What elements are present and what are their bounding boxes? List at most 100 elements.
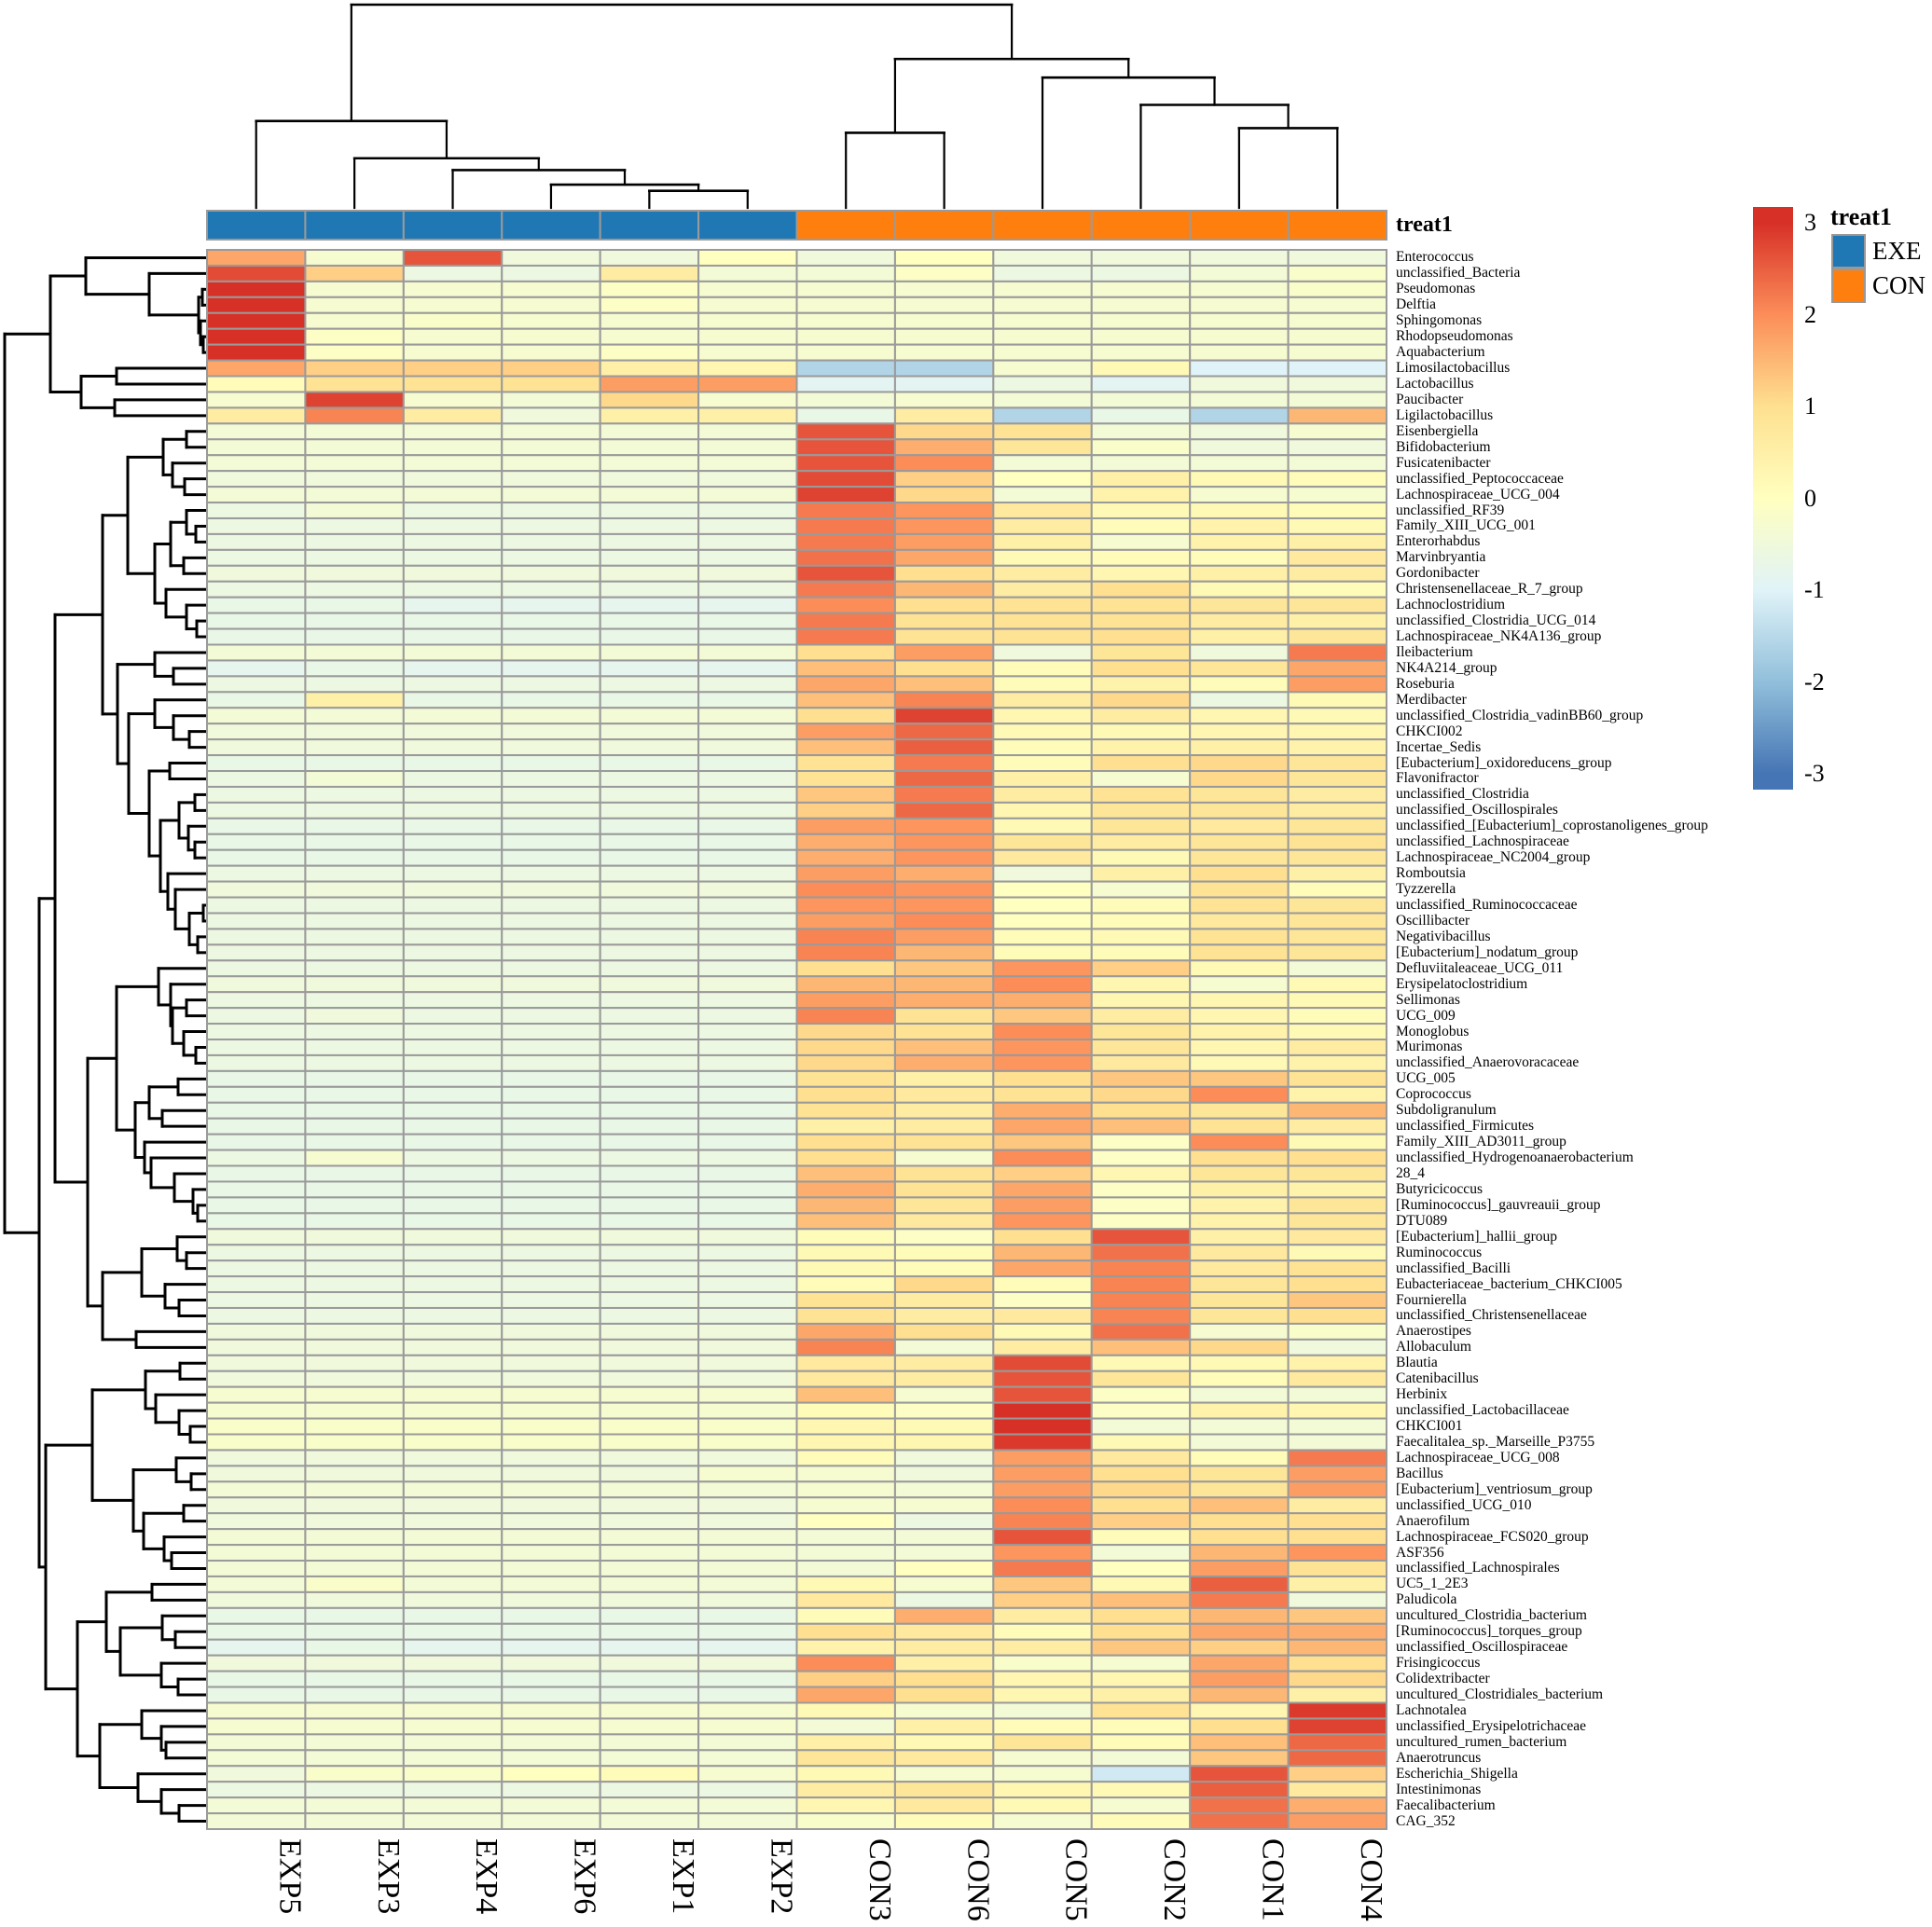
heatmap-cell: [206, 1512, 307, 1531]
heatmap-cell: [599, 1449, 700, 1467]
heatmap-cell: [893, 928, 995, 946]
heatmap-cell: [599, 1765, 700, 1783]
row-label: Faecalitalea_sp._Marseille_P3755: [1396, 1433, 1595, 1450]
heatmap-cell: [1189, 422, 1290, 441]
heatmap-cell: [1189, 864, 1290, 883]
row-label: Family_XIII_AD3011_group: [1396, 1134, 1566, 1150]
heatmap-cell: [206, 1528, 307, 1547]
heatmap-cell: [1090, 516, 1192, 535]
heatmap-cell: [402, 1259, 504, 1278]
row-label: [Eubacterium]_ventriosum_group: [1396, 1480, 1593, 1497]
heatmap-cell: [501, 1560, 601, 1577]
heatmap-cell: [795, 1480, 896, 1499]
row-label: Lachnotalea: [1396, 1701, 1467, 1718]
heatmap-cell: [304, 502, 405, 519]
heatmap-cell: [1090, 1322, 1192, 1341]
heatmap-cell: [992, 1781, 1093, 1799]
heatmap-cell: [795, 959, 896, 978]
heatmap-cell: [1189, 817, 1290, 835]
heatmap-cell: [599, 1512, 700, 1531]
heatmap-cell: [599, 343, 700, 362]
heatmap-cell: [402, 723, 504, 741]
heatmap-cell: [795, 643, 896, 662]
heatmap-cell: [599, 1228, 700, 1246]
heatmap-cell: [206, 1385, 307, 1404]
heatmap-cell: [992, 1039, 1093, 1056]
color-scale-tick-label: 0: [1804, 484, 1816, 512]
heatmap-cell: [599, 817, 700, 835]
heatmap-cell: [697, 1686, 798, 1704]
heatmap-cell: [304, 864, 405, 883]
heatmap-cell: [206, 1039, 307, 1056]
heatmap-cell: [599, 975, 700, 994]
heatmap-cell: [795, 1812, 896, 1831]
row-label: unclassified_Anaerovoracaceae: [1396, 1054, 1580, 1071]
heatmap-cell: [402, 280, 504, 298]
heatmap-cell: [599, 1544, 700, 1562]
column-label: EXP6: [567, 1838, 602, 1915]
heatmap-cell: [893, 1039, 995, 1056]
heatmap-cell: [501, 422, 601, 441]
heatmap-cell: [501, 770, 601, 788]
heatmap-cell: [501, 1796, 601, 1815]
heatmap-cell: [893, 912, 995, 930]
heatmap-cell: [304, 1149, 405, 1167]
heatmap-cell: [501, 1449, 601, 1467]
heatmap-cell: [206, 1149, 307, 1167]
heatmap-cell: [893, 1590, 995, 1609]
heatmap-cell: [304, 1449, 405, 1467]
heatmap-cell: [1189, 596, 1290, 614]
heatmap-cell: [402, 1433, 504, 1452]
heatmap-cell: [992, 675, 1093, 694]
legend-swatch-exe: [1831, 234, 1866, 268]
heatmap-cell: [501, 1606, 601, 1625]
row-label: unclassified_Bacilli: [1396, 1259, 1511, 1276]
heatmap-cell: [402, 327, 504, 346]
heatmap-cell: [697, 596, 798, 614]
heatmap-cell: [893, 1449, 995, 1467]
heatmap-cell: [206, 516, 307, 535]
heatmap-cell: [992, 1338, 1093, 1356]
heatmap-cell: [992, 1370, 1093, 1388]
heatmap-cell: [304, 532, 405, 551]
heatmap-cell: [501, 1765, 601, 1783]
heatmap-cell: [501, 1670, 601, 1688]
row-label: Catenibacillus: [1396, 1370, 1479, 1387]
heatmap-cell: [893, 723, 995, 741]
heatmap-cell: [599, 1622, 700, 1641]
heatmap-cell: [501, 1654, 601, 1672]
heatmap-cell: [893, 580, 995, 599]
heatmap-cell: [1287, 1686, 1388, 1704]
heatmap-cell: [206, 1465, 307, 1483]
heatmap-cell: [697, 406, 798, 425]
heatmap-cell: [304, 454, 405, 473]
heatmap-cell: [893, 738, 995, 757]
heatmap-cell: [599, 1149, 700, 1167]
heatmap-cell: [1287, 1638, 1388, 1657]
row-label: Allobaculum: [1396, 1339, 1471, 1356]
heatmap-cell: [893, 564, 995, 583]
heatmap-cell: [893, 502, 995, 519]
heatmap-cell: [206, 502, 307, 519]
heatmap-cell: [697, 943, 798, 962]
column-label: EXP3: [370, 1838, 406, 1915]
heatmap-cell: [599, 801, 700, 819]
heatmap-cell: [992, 1385, 1093, 1404]
heatmap-cell: [599, 502, 700, 519]
heatmap-cell: [1287, 659, 1388, 678]
heatmap-cell: [1090, 1085, 1192, 1104]
heatmap-cell: [1189, 1212, 1290, 1231]
heatmap-cell: [992, 1796, 1093, 1815]
heatmap-cell: [206, 1370, 307, 1388]
heatmap-cell: [893, 1638, 995, 1657]
heatmap-cell: [893, 343, 995, 362]
heatmap-cell: [402, 1686, 504, 1704]
heatmap-cell: [697, 1544, 798, 1562]
heatmap-cell: [599, 991, 700, 1010]
heatmap-cell: [402, 1417, 504, 1436]
heatmap-cell: [1090, 1796, 1192, 1815]
heatmap-cell: [893, 249, 995, 267]
heatmap-cell: [1090, 1180, 1192, 1199]
heatmap-cell: [795, 1465, 896, 1483]
heatmap-cell: [402, 959, 504, 978]
